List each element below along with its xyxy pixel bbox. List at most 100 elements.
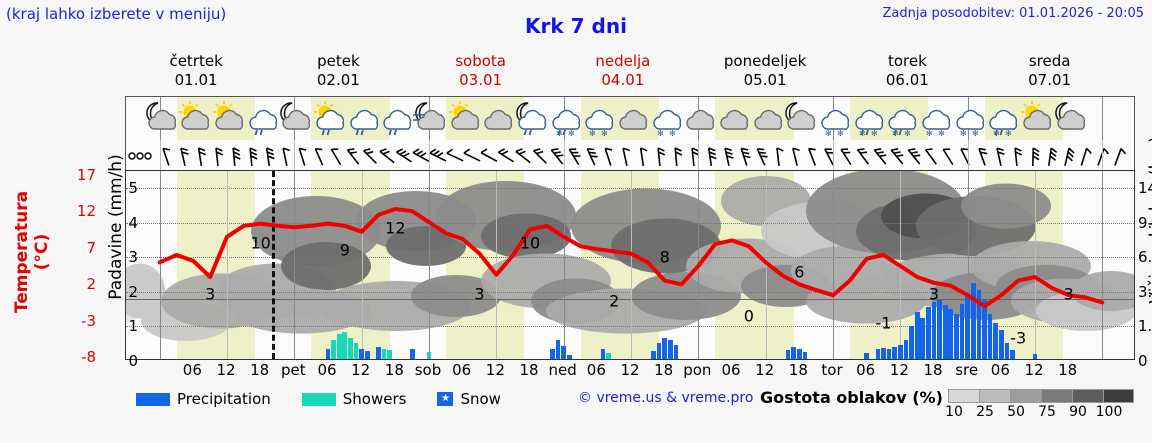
place-hint[interactable]: (kraj lahko izberete v meniju) [6, 5, 227, 23]
precipitation-bar [409, 349, 415, 359]
x-tick-label: pet [281, 361, 306, 379]
zero-degree-line [126, 298, 1134, 300]
svg-text:✻: ✻ [601, 129, 608, 138]
cloud-density-scale [948, 389, 1134, 403]
day-name: torek [887, 52, 927, 70]
precipitation-bar [970, 283, 976, 359]
day-separator [563, 140, 565, 170]
cloud-height-tick: 3.5 [1138, 282, 1152, 301]
precipitation-bar [931, 302, 937, 359]
temperature-value-label: 3 [205, 284, 216, 304]
precipitation-bar [909, 326, 914, 359]
cloud-density-tick: 50 [1007, 404, 1025, 420]
cloud-icon [749, 99, 783, 139]
precipitation-bar [667, 340, 673, 359]
cloud-sleet-icon: ✻ ✻ [547, 99, 581, 139]
temperature-value-label: 2 [609, 291, 620, 311]
precipitation-bar [926, 307, 931, 359]
precipitation-bar [959, 303, 965, 359]
precipitation-bar [359, 349, 365, 359]
cloud-sleet-icon: ✻ ✻ [850, 99, 884, 139]
day-header-6: torek 06.01 [836, 52, 978, 94]
svg-text:✻: ✻ [568, 129, 575, 138]
temperature-value-label: 3 [474, 284, 485, 304]
precipitation-bar [791, 346, 797, 359]
precipitation-bar [987, 314, 993, 359]
cloud-density-swatch-25 [979, 389, 1010, 403]
precipitation-tick: 3 [128, 248, 138, 267]
precipitation-bar [998, 329, 1004, 359]
cloud-snow-icon: ✻ ✻ [816, 99, 850, 139]
x-tick-label: 12 [485, 361, 505, 379]
day-header-5: ponedeljek 05.01 [694, 52, 836, 94]
temperature-value-label: 10 [250, 233, 271, 253]
precipitation-bar [342, 332, 348, 359]
cloud-height-tick: 1.5 [1138, 317, 1152, 336]
sun-cloud-icon [1018, 99, 1052, 139]
copyright-link[interactable]: © vreme.us & vreme.pro [578, 390, 754, 406]
cloud-icon [715, 99, 749, 139]
precipitation-bar [600, 348, 606, 359]
precipitation-bar [673, 345, 679, 359]
x-tick-label: 06 [990, 361, 1010, 379]
temperature-value-label: 0 [743, 306, 754, 326]
x-tick-label: 06 [317, 361, 337, 379]
temperature-tick: -8 [81, 348, 96, 367]
temperature-value-label: 10 [519, 233, 541, 253]
precipitation-bar [982, 300, 987, 359]
precipitation-bar [864, 352, 870, 359]
cloud-icon [614, 99, 648, 139]
temperature-value-label: 3 [1063, 284, 1074, 304]
day-separator [967, 140, 969, 170]
x-tick-label: tor [821, 361, 843, 379]
series-legend: Precipitation Showers ★ Snow [136, 388, 523, 410]
cloud-sleet-icon: ✻ ✻ [984, 99, 1018, 139]
forecast-plot[interactable]: 3 10 9 12 3 10 2 8 0 6 -1 3 -3 3 [125, 170, 1135, 360]
x-tick-label: 06 [856, 361, 876, 379]
day-separator [159, 171, 161, 359]
precipitation-bar [325, 348, 331, 359]
x-tick-label: 12 [351, 361, 371, 379]
precipitation-bar [920, 317, 926, 359]
precipitation-bar [336, 334, 342, 359]
day-separator [429, 171, 430, 359]
moon-cloud-icon [1052, 99, 1086, 139]
x-tick-label: 12 [216, 361, 236, 379]
precipitation-bar [662, 337, 668, 359]
temperature-tick: 17 [76, 165, 96, 184]
horizontal-gridline [126, 257, 1134, 259]
precipitation-bar [561, 345, 567, 359]
day-date: 01.01 [174, 71, 218, 89]
precipitation-bar [785, 350, 791, 359]
legend-item-snow: ★ Snow [437, 390, 501, 408]
precipitation-tick: 2 [128, 282, 138, 301]
svg-text:✻: ✻ [871, 129, 878, 138]
precipitation-bar [937, 300, 942, 359]
x-tick-label: 06 [452, 361, 472, 379]
last-update: Zadnja posodobitev: 01.01.2026 - 20:05 [882, 6, 1144, 21]
precipitation-bar [656, 343, 662, 359]
cloud-density-tick: 75 [1038, 404, 1056, 420]
x-axis-tick-labels: 06 12 18 pet 06 12 18 sob 06 12 18 ned 06 12 18 pon 06 12… [125, 361, 1135, 381]
x-tick-label: sob [414, 361, 442, 379]
cloud-height-tick: 14 [1138, 179, 1152, 198]
precipitation-bar [942, 305, 948, 359]
weather-icon-band: ✻ ✻ ✻ ✻ ✻ ✻ ✻ ✻ ✻ ✻ ✻ ✻ ✻ ✻ ✻ ✻ ✻ ✻ [125, 96, 1135, 140]
cloud-sleet-icon: ✻ ✻ [883, 99, 917, 139]
day-date: 06.01 [885, 71, 929, 89]
day-separator [1102, 171, 1104, 359]
moon-cloud-icon [143, 99, 177, 139]
cloud-density-tick: 10 [945, 404, 963, 420]
precipitation-bar [555, 340, 561, 359]
x-tick-label: 18 [654, 361, 674, 379]
cloud-height-tick: 6.0 [1138, 248, 1152, 267]
page-title: Krk 7 dni [525, 14, 627, 38]
cloud-density-swatch-75 [1041, 389, 1072, 403]
x-tick-label: 18 [519, 361, 539, 379]
temperature-value-label: 8 [659, 247, 670, 267]
sun-cloud-icon [176, 99, 210, 139]
precipitation-bar [976, 289, 982, 359]
precipitation-bar [550, 348, 555, 359]
precipitation-bar [381, 348, 387, 359]
x-tick-label: pon [683, 361, 712, 379]
